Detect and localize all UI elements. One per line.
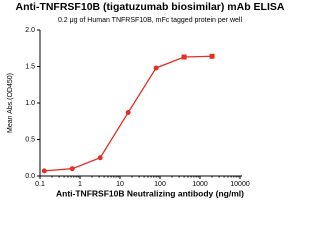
x-tick-label: 10000 — [230, 181, 250, 188]
x-tick-label: 100 — [154, 181, 166, 188]
x-axis-label: Anti-TNFRSF10B Neutralizing antibody (ng… — [56, 188, 244, 198]
data-point — [209, 53, 215, 59]
y-tick-label: 1.0 — [25, 100, 35, 107]
x-tick-label: 0.1 — [35, 181, 45, 188]
data-point — [41, 168, 47, 174]
chart-title: Anti-TNFRSF10B (tigatuzumab biosimilar) … — [16, 1, 285, 13]
chart-subtitle: 0.2 μg of Human TNFRSF10B, mFc tagged pr… — [58, 17, 242, 24]
y-tick-label: 0.0 — [25, 173, 35, 180]
y-tick-label: 0.5 — [25, 136, 35, 143]
data-point — [97, 155, 103, 161]
x-tick-label: 10 — [116, 181, 124, 188]
y-tick-label: 2.0 — [25, 27, 35, 34]
data-point — [181, 54, 187, 60]
x-tick-label: 1000 — [192, 181, 208, 188]
data-point — [153, 65, 159, 71]
y-axis-label: Mean Abs.(OD450) — [7, 73, 14, 133]
y-tick-label: 1.5 — [25, 63, 35, 70]
data-point — [69, 166, 75, 172]
data-point — [125, 109, 131, 115]
chart: Anti-TNFRSF10B (tigatuzumab biosimilar) … — [7, 1, 285, 198]
x-tick-label: 1 — [78, 181, 82, 188]
